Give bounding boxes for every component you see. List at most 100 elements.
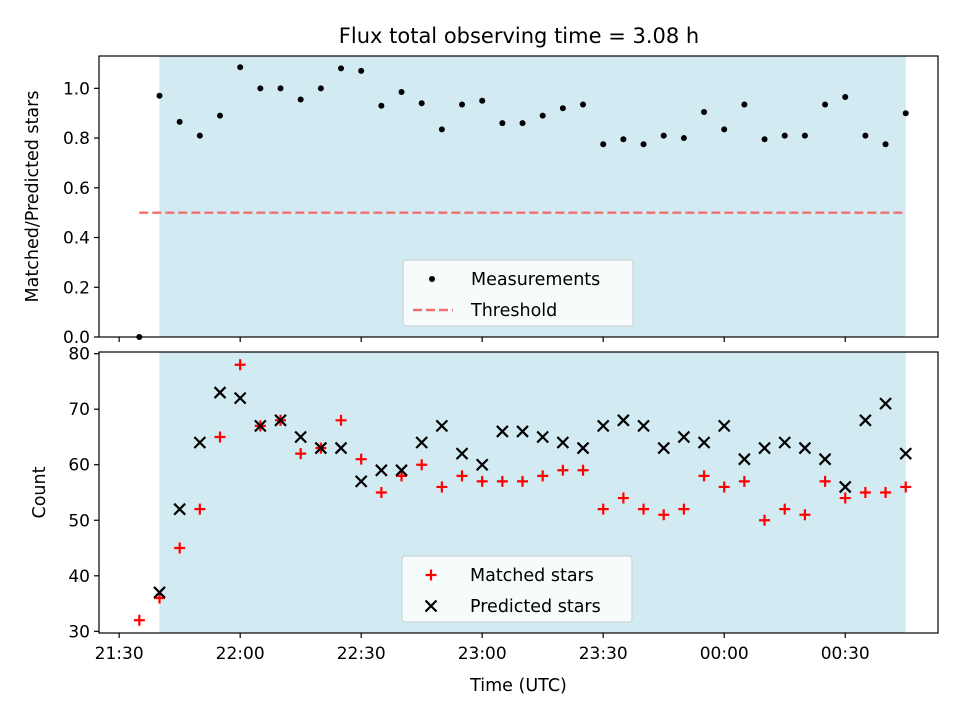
matched-star-point xyxy=(154,592,166,604)
matched-star-point xyxy=(859,487,871,498)
predicted-star-point xyxy=(717,419,731,433)
predicted-star-point xyxy=(455,447,469,460)
x-tick-label: 23:30 xyxy=(579,644,628,664)
x-tick-label: 22:30 xyxy=(337,644,386,664)
predicted-star-point xyxy=(314,441,328,455)
matched-star-point xyxy=(234,359,246,371)
measurement-point xyxy=(438,126,445,133)
measurement-point xyxy=(257,85,264,92)
y-tick-label: 1.0 xyxy=(63,79,90,99)
matched-star-point xyxy=(295,448,307,460)
measurement-point xyxy=(620,136,627,143)
measurement-point xyxy=(277,85,284,92)
matched-star-point xyxy=(738,475,750,487)
measurement-point xyxy=(459,101,466,108)
y-tick-label: 80 xyxy=(68,345,90,365)
predicted-star-point xyxy=(778,436,791,449)
measurement-point xyxy=(519,120,526,127)
matched-star-point xyxy=(638,503,650,515)
x-axis-label: Time (UTC) xyxy=(469,676,567,696)
legend-predicted-swatch xyxy=(424,599,438,613)
measurement-point xyxy=(317,85,324,92)
measurement-point xyxy=(176,118,183,125)
matched-star-point xyxy=(517,475,529,487)
measurement-point xyxy=(660,132,667,139)
matched-star-point xyxy=(597,503,609,515)
measurement-point xyxy=(338,65,345,72)
predicted-star-point xyxy=(556,436,570,449)
y-tick-label: 40 xyxy=(68,567,90,587)
matched-star-point xyxy=(436,481,448,493)
predicted-star-point xyxy=(153,586,166,599)
predicted-star-point xyxy=(617,414,630,427)
measurement-point xyxy=(580,101,587,108)
axes-frame xyxy=(98,351,939,634)
measurement-point xyxy=(559,105,566,112)
predicted-star-point xyxy=(798,441,812,455)
y-tick-label: 60 xyxy=(68,456,90,476)
matched-star-point xyxy=(779,503,791,515)
measurement-point xyxy=(539,112,546,119)
measurement-point xyxy=(418,100,425,107)
x-tick-label: 21:30 xyxy=(95,644,144,664)
matched-star-point xyxy=(174,542,186,554)
predicted-star-point xyxy=(637,419,650,433)
measurement-point xyxy=(479,97,486,104)
measurement-point xyxy=(499,120,506,127)
matched-star-point xyxy=(194,503,206,515)
predicted-star-point xyxy=(516,425,529,438)
predicted-star-point xyxy=(395,464,408,477)
predicted-star-point xyxy=(173,502,186,516)
predicted-star-point xyxy=(899,447,913,460)
measurement-point xyxy=(701,108,708,115)
panel-ratio: 0.0 0.2 0.4 0.6 0.8 1.0 Matched/Predicted star… xyxy=(23,55,939,348)
predicted-star-point xyxy=(879,397,892,410)
x-tick-label: 22:00 xyxy=(216,644,265,664)
matched-star-point xyxy=(577,464,589,476)
measurement-point xyxy=(721,126,728,133)
matched-star-point xyxy=(476,475,488,487)
predicted-star-point xyxy=(697,436,711,449)
predicted-star-point xyxy=(294,430,307,444)
measurement-point xyxy=(902,110,909,117)
matched-star-point xyxy=(718,481,730,493)
matched-star-point xyxy=(456,470,468,482)
matched-star-point xyxy=(375,487,387,498)
measurement-point xyxy=(156,92,163,99)
predicted-star-point xyxy=(677,430,691,444)
matched-star-point xyxy=(214,431,226,443)
y-tick-label: 70 xyxy=(68,400,90,420)
matched-star-point xyxy=(617,492,629,504)
predicted-star-point xyxy=(758,441,771,455)
measurement-point xyxy=(297,96,304,103)
predicted-star-point xyxy=(354,475,368,488)
measurement-point xyxy=(600,141,607,148)
predicted-star-point xyxy=(496,425,509,438)
y-tick-label: 0.2 xyxy=(63,278,90,298)
measurement-point xyxy=(781,132,788,139)
matched-star-point xyxy=(819,475,831,487)
predicted-star-point xyxy=(375,464,388,477)
predicted-star-point xyxy=(657,441,670,455)
matched-star-point xyxy=(396,470,408,482)
y-axis-label: Matched/Predicted stars xyxy=(23,91,43,303)
legend-label: Matched stars xyxy=(470,566,594,586)
measurement-point xyxy=(862,132,869,139)
legend-measurement-swatch xyxy=(429,276,435,282)
y-axis-label: Count xyxy=(30,466,50,518)
measurement-point xyxy=(217,112,224,119)
legend-label: Threshold xyxy=(470,301,557,321)
x-tick-label: 00:00 xyxy=(700,644,749,664)
measurement-point xyxy=(882,141,889,148)
predicted-star-point xyxy=(415,436,428,449)
predicted-star-point xyxy=(536,430,549,444)
matched-star-point xyxy=(880,487,892,498)
predicted-star-point xyxy=(274,414,287,427)
legend-box xyxy=(402,259,634,327)
predicted-star-point xyxy=(233,391,247,405)
predicted-star-point xyxy=(475,458,489,472)
matched-star-point xyxy=(133,614,145,626)
y-tick-label: 0.0 xyxy=(63,328,90,348)
predicted-star-point xyxy=(596,419,610,433)
